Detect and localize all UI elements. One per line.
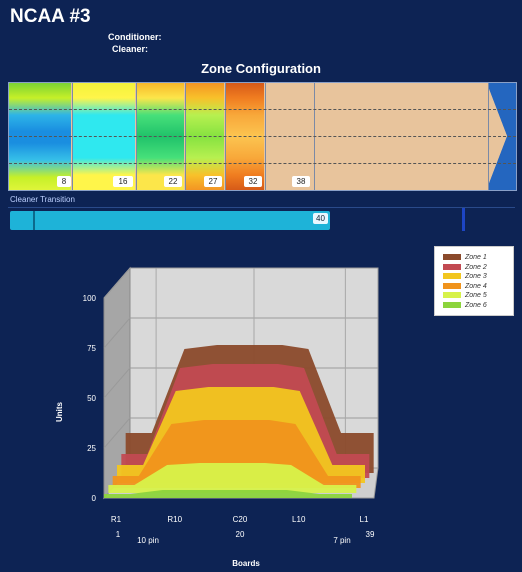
grid-line bbox=[9, 109, 516, 110]
zone-marker-label: 27 bbox=[204, 176, 222, 187]
chart-legend: Zone 1 Zone 2 Zone 3 Zone 4 Zone 5 Zone 6 bbox=[434, 246, 514, 316]
cleaner-position-marker[interactable] bbox=[462, 208, 465, 231]
legend-swatch bbox=[443, 282, 461, 289]
y-tick-label: 0 bbox=[92, 494, 97, 503]
legend-item: Zone 4 bbox=[443, 283, 487, 291]
legend-item: Zone 5 bbox=[443, 292, 487, 300]
legend-swatch bbox=[443, 254, 461, 261]
x-tick-label: R1 bbox=[111, 515, 122, 524]
legend-label: Zone 4 bbox=[465, 282, 487, 290]
cleaner-transition-bar[interactable] bbox=[10, 211, 330, 230]
legend-label: Zone 3 bbox=[465, 273, 487, 280]
zone-marker-label: 32 bbox=[244, 176, 262, 187]
zone-marker-label: 8 bbox=[57, 176, 71, 187]
x-tick-label: C20 bbox=[233, 515, 248, 524]
x-tick-label: L1 bbox=[360, 515, 369, 524]
legend-swatch bbox=[443, 292, 461, 299]
legend-item: Zone 3 bbox=[443, 273, 487, 281]
legend-swatch bbox=[443, 273, 461, 280]
x-sub-label: 10 pin bbox=[137, 536, 159, 545]
y-tick-label: 75 bbox=[87, 344, 96, 353]
zone-configuration-strip[interactable]: 8 16 22 27 32 38 bbox=[8, 82, 517, 191]
x-sub-label: 20 bbox=[236, 530, 245, 539]
grid-line bbox=[9, 163, 516, 164]
x-sub-label: 1 bbox=[116, 530, 121, 539]
legend-swatch bbox=[443, 301, 461, 308]
y-tick-label: 100 bbox=[83, 294, 97, 303]
legend-label: Zone 5 bbox=[465, 292, 487, 299]
series-area-zone-6 bbox=[104, 490, 352, 498]
grid-line bbox=[103, 317, 378, 349]
y-tick-label: 50 bbox=[87, 394, 96, 403]
x-axis-label: Boards bbox=[232, 559, 260, 568]
x-tick-label: R10 bbox=[167, 515, 182, 524]
conditioner-label: Conditioner: bbox=[108, 32, 162, 42]
cleaner-label: Cleaner: bbox=[111, 44, 148, 54]
series-area-zone-5 bbox=[108, 463, 357, 493]
legend-swatch bbox=[443, 263, 461, 270]
cleaner-transition-handle[interactable] bbox=[33, 211, 35, 230]
legend-label: Zone 6 bbox=[465, 301, 487, 309]
legend-label: Zone 1 bbox=[465, 254, 487, 261]
grid-line bbox=[103, 267, 378, 299]
cleaner-transition-track bbox=[8, 207, 515, 208]
legend-item: Zone 1 bbox=[443, 254, 487, 262]
zone-marker-label: 16 bbox=[113, 176, 133, 187]
page-title: NCAA #3 bbox=[10, 6, 91, 27]
cleaner-transition-value: 40 bbox=[313, 213, 328, 224]
zone-marker-label: 22 bbox=[164, 176, 182, 187]
legend-item: Zone 2 bbox=[443, 264, 487, 272]
x-sub-label: 39 bbox=[366, 530, 375, 539]
zone-configuration-title: Zone Configuration bbox=[201, 61, 321, 76]
y-tick-label: 25 bbox=[87, 444, 96, 453]
legend-label: Zone 2 bbox=[465, 263, 487, 271]
x-tick-label: L10 bbox=[292, 515, 306, 524]
zone-marker-label: 38 bbox=[292, 176, 310, 187]
x-sub-label: 7 pin bbox=[333, 536, 350, 545]
cleaner-transition-label: Cleaner Transition bbox=[10, 195, 75, 204]
legend-item: Zone 6 bbox=[443, 302, 487, 310]
y-axis-label: Units bbox=[55, 401, 64, 422]
grid-line bbox=[9, 136, 516, 137]
